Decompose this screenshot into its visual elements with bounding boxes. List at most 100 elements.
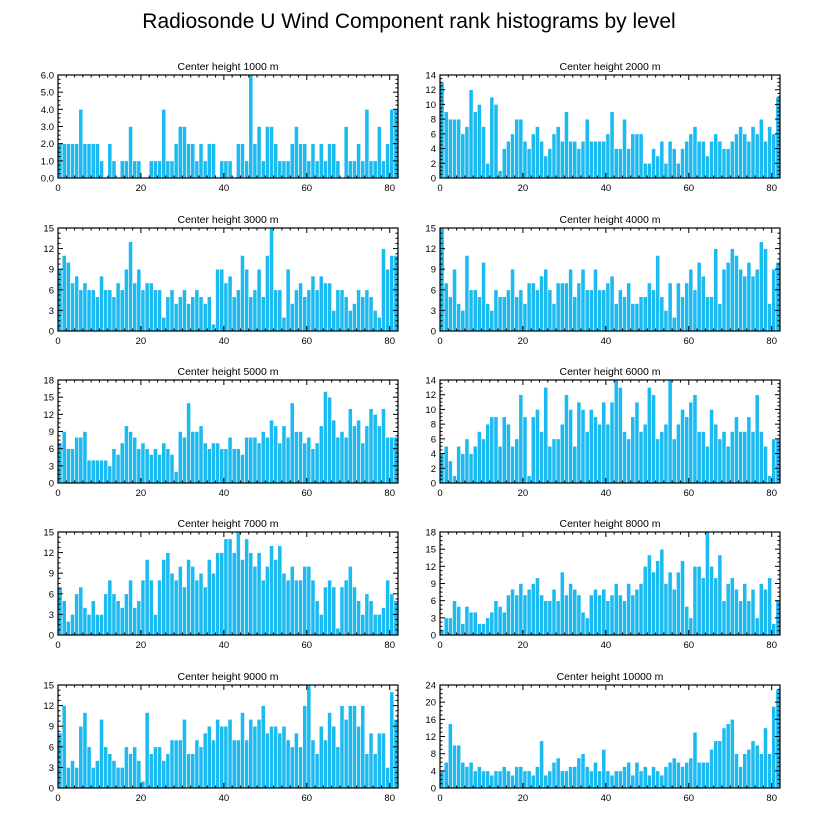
histogram-bar [729,577,735,636]
histogram-bar [489,611,495,636]
histogram-bar [477,766,482,789]
histogram-bar [688,617,694,636]
histogram-bar [289,746,295,789]
histogram-bar [177,296,183,332]
x-tick-label: 80 [384,183,395,194]
y-tick-label: 10 [425,405,436,416]
panel-5: Center height 5000 m 0 20 40 60 80 0 3 6 9 12 15 18 [43,366,399,499]
histogram-bar [705,155,710,179]
histogram-bar [738,126,743,179]
histogram-bar [364,753,370,789]
histogram-bar [584,431,590,484]
histogram-bar [758,241,764,332]
histogram-bar [136,600,142,636]
histogram-bar [510,268,515,332]
histogram-bar [630,594,636,636]
histogram-bar [700,761,706,789]
x-tick-label: 0 [55,183,60,194]
histogram-bar [215,552,221,636]
histogram-bar [754,744,760,789]
histogram-bar [522,140,528,179]
histogram-bar [522,594,528,636]
histogram-bar [452,268,457,332]
histogram-bar [551,438,557,484]
histogram-bar [767,303,773,332]
histogram-bar [186,559,191,636]
histogram-bar [381,248,386,332]
histogram-bar [464,255,470,332]
histogram-bar [688,401,694,484]
histogram-bar [206,296,212,332]
histogram-bar [539,275,544,332]
histogram-bar [468,761,474,789]
histogram-bar [310,448,316,484]
histogram-bar [472,445,478,484]
x-tick-label: 0 [55,793,60,804]
panel-9: Center height 9000 m 0 20 40 60 80 0 3 6 9 12 15 [43,671,399,804]
histogram-bar [729,140,735,179]
y-tick-label: 9 [49,427,54,438]
histogram-bar [659,296,665,332]
histogram-bar [775,688,781,789]
histogram-bar [580,409,586,484]
y-tick-label: 12 [43,701,54,712]
histogram-bar [680,766,685,789]
histogram-bar [306,160,312,179]
histogram-bar [376,126,382,179]
histogram-bar [497,445,503,484]
histogram-bar [443,111,449,179]
panel-title: Center height 1000 m [178,61,279,73]
histogram-bar [356,600,361,636]
histogram-bar [389,691,395,789]
histogram-bar [86,143,92,179]
histogram-bar [746,140,752,179]
histogram-bar [153,289,158,332]
histogram-bar [107,579,113,636]
histogram-bar [111,760,117,789]
histogram-bar [530,282,536,332]
histogram-bar [372,160,378,179]
histogram-bar [617,387,623,484]
histogram-bar [219,725,225,789]
histogram-bar [655,560,661,636]
histogram-bar [190,566,196,636]
histogram-bar [510,445,515,484]
histogram-bar [136,760,142,789]
x-tick-label: 80 [384,640,395,651]
histogram-bar [219,160,225,179]
histogram-bar [107,143,113,179]
histogram-bar [651,394,656,484]
histogram-bar [763,140,768,179]
histogram-bar [559,282,565,332]
histogram-bar [535,126,540,179]
histogram-bar [136,268,142,332]
histogram-bar [364,425,370,484]
y-tick-label: 12 [425,562,436,573]
histogram-bar [564,111,569,179]
histogram-bar [634,401,640,484]
histogram-bar [289,566,295,636]
histogram-bar [460,761,466,789]
x-tick-label: 40 [219,488,230,499]
histogram-bar [182,126,187,179]
histogram-bar [651,571,656,636]
histogram-bar [754,133,760,179]
histogram-bar [318,725,324,789]
panel-2: Center height 2000 m 0 20 40 60 80 0 2 4 6 8 10 12 14 [425,61,781,194]
histogram-bar [314,442,320,484]
y-tick-label: 12 [425,390,436,401]
histogram-bar [709,566,714,636]
histogram-bar [177,739,183,789]
histogram-bar [252,725,258,789]
histogram-bar [206,725,212,789]
histogram-bar [729,431,735,484]
histogram-bar [481,262,486,332]
histogram-bar [667,140,673,179]
y-tick-label: 9 [431,579,436,590]
histogram-bar [651,289,656,332]
histogram-bar [273,725,279,789]
histogram-bar [202,303,208,332]
histogram-bar [318,275,324,332]
histogram-bar [543,387,549,484]
histogram-bar [368,160,374,179]
